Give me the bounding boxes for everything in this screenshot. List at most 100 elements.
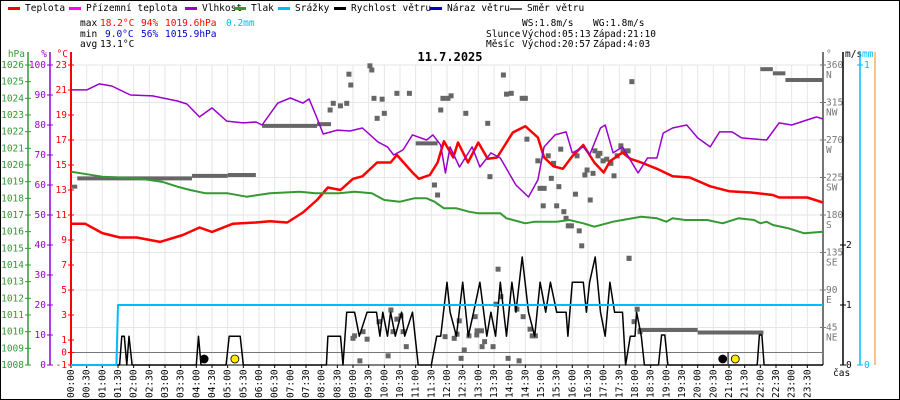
pressure-axis-tick-label: 1026 <box>1 60 24 71</box>
temperature-axis-tick-label: 5 <box>61 285 67 296</box>
sunset-icon <box>730 354 740 364</box>
time-axis-tick-label: 03:30 <box>176 369 187 398</box>
time-axis-tick-label: 16:00 <box>567 369 578 398</box>
pressure-axis-tick-label: 1020 <box>1 160 24 171</box>
wind-direction-point <box>394 316 400 322</box>
legend-swatch <box>8 7 20 10</box>
direction-compass-label: W <box>826 145 832 156</box>
wind-direction-point <box>456 318 462 324</box>
legend-swatch <box>510 7 522 10</box>
time-axis-tick-label: 12:00 <box>442 369 453 398</box>
min-temp: 9.0°C <box>105 29 134 40</box>
time-axis-tick-label: 19:00 <box>661 369 672 398</box>
humidity-axis-tick-label: 30 <box>35 270 47 281</box>
wind-direction-point <box>344 100 350 106</box>
wind-direction-point <box>498 294 504 300</box>
direction-axis-tick-label: 360 <box>826 60 843 71</box>
time-axis-tick-label: 18:30 <box>646 369 657 398</box>
time-axis-tick-label: 19:30 <box>677 369 688 398</box>
wind-direction-point <box>592 148 598 154</box>
wind-direction-point <box>474 328 480 334</box>
wind-speed-axis-unit: m/s <box>845 49 862 60</box>
wind-direction-point <box>485 120 491 126</box>
wind-direction-point <box>369 67 375 73</box>
legend-label: Náraz větru <box>447 3 510 14</box>
time-axis-label: čas <box>833 368 850 379</box>
min-label: min <box>80 29 98 40</box>
wind-direction-point <box>403 344 409 350</box>
wind-direction-point <box>463 110 469 116</box>
legend-swatch <box>69 7 81 10</box>
pressure-axis-tick-label: 1012 <box>1 293 24 304</box>
time-axis-tick-label: 21:30 <box>740 369 751 398</box>
time-axis-tick-label: 23:30 <box>802 369 813 398</box>
direction-compass-label: SE <box>826 258 838 269</box>
wind-direction-point <box>579 243 585 249</box>
wind-direction-point <box>495 266 501 272</box>
wind-direction-point <box>451 335 457 341</box>
legend-item-teplota[interactable]: Teplota <box>8 3 65 14</box>
sunset: Západ:21:10 <box>593 29 656 40</box>
wind-direction-point <box>348 82 354 88</box>
legend-label: Vlhkost <box>202 3 243 14</box>
direction-axis-tick-label: 90 <box>826 285 838 296</box>
time-axis-tick-label: 21:00 <box>724 369 735 398</box>
wind-direction-point <box>431 182 437 188</box>
moon-label: Měsíc <box>486 39 515 50</box>
wind-speed-axis-tick-label: 0 <box>846 360 852 371</box>
humidity-axis-tick-label: 40 <box>35 240 47 251</box>
series-rychlost-vetru <box>71 256 823 366</box>
time-axis-tick-label: 06:00 <box>254 369 265 398</box>
sunrise: Východ:05:13 <box>522 29 591 40</box>
time-axis-tick-label: 05:00 <box>223 369 234 398</box>
rain-axis-unit: mm <box>862 49 874 60</box>
legend-label: Tlak <box>251 3 274 14</box>
wind-direction-point <box>388 307 394 313</box>
pressure-axis-tick-label: 1023 <box>1 110 24 121</box>
wind-direction-point <box>604 156 610 162</box>
pressure-axis-tick-label: 1024 <box>1 93 24 104</box>
wind-gust-stat: WG:1.8m/s <box>593 18 645 29</box>
wind-direction-point <box>584 167 590 173</box>
wind-direction-point <box>458 355 464 361</box>
legend-item-tlak[interactable]: Tlak <box>234 3 274 14</box>
legend-item-prizemni-teplota[interactable]: Přízemní teplota <box>69 3 178 14</box>
pressure-axis-tick-label: 1025 <box>1 77 24 88</box>
time-axis-tick-label: 13:00 <box>473 369 484 398</box>
legend-swatch <box>278 7 290 10</box>
legend-swatch <box>430 7 442 10</box>
legend-item-vlhkost[interactable]: Vlhkost <box>185 3 242 14</box>
time-axis-tick-label: 11:00 <box>411 369 422 398</box>
wind-direction-point <box>558 146 564 152</box>
wind-direction-point <box>371 95 377 101</box>
wind-direction-point <box>625 148 631 154</box>
legend-item-srazky[interactable]: Srážky <box>278 3 329 14</box>
time-axis-tick-label: 07:30 <box>301 369 312 398</box>
temperature-axis-tick-label: -1 <box>56 360 68 371</box>
wind-direction-point <box>551 160 557 166</box>
rain-axis-tick-label: 1 <box>864 60 870 71</box>
time-axis-tick-label: 10:00 <box>379 369 390 398</box>
temperature-axis-tick-label: 1 <box>61 335 67 346</box>
wind-direction-point <box>346 71 352 77</box>
pressure-axis-tick-label: 1014 <box>1 260 24 271</box>
wind-direction-point <box>352 333 358 339</box>
time-axis-tick-label: 02:00 <box>129 369 140 398</box>
direction-compass-label: S <box>826 220 832 231</box>
time-axis-tick-label: 02:30 <box>144 369 155 398</box>
wind-direction-point <box>540 203 546 209</box>
legend-label: Teplota <box>25 3 66 14</box>
wind-direction-point <box>620 148 626 154</box>
time-axis-tick-label: 16:30 <box>583 369 594 398</box>
legend-item-rychlost-vetru[interactable]: Rychlost větru <box>334 3 431 14</box>
legend-item-naraz-vetru[interactable]: Náraz větru <box>430 3 510 14</box>
time-axis-tick-label: 10:30 <box>395 369 406 398</box>
time-axis-tick-label: 04:30 <box>207 369 218 398</box>
sunrise-icon <box>230 354 240 364</box>
legend-item-smer-vetru[interactable]: Směr větru <box>510 3 584 14</box>
time-axis-tick-label: 22:30 <box>771 369 782 398</box>
max-temp: 18.2°C <box>100 18 135 29</box>
humidity-axis-tick-label: 100 <box>29 60 46 71</box>
wind-direction-point <box>597 150 603 156</box>
